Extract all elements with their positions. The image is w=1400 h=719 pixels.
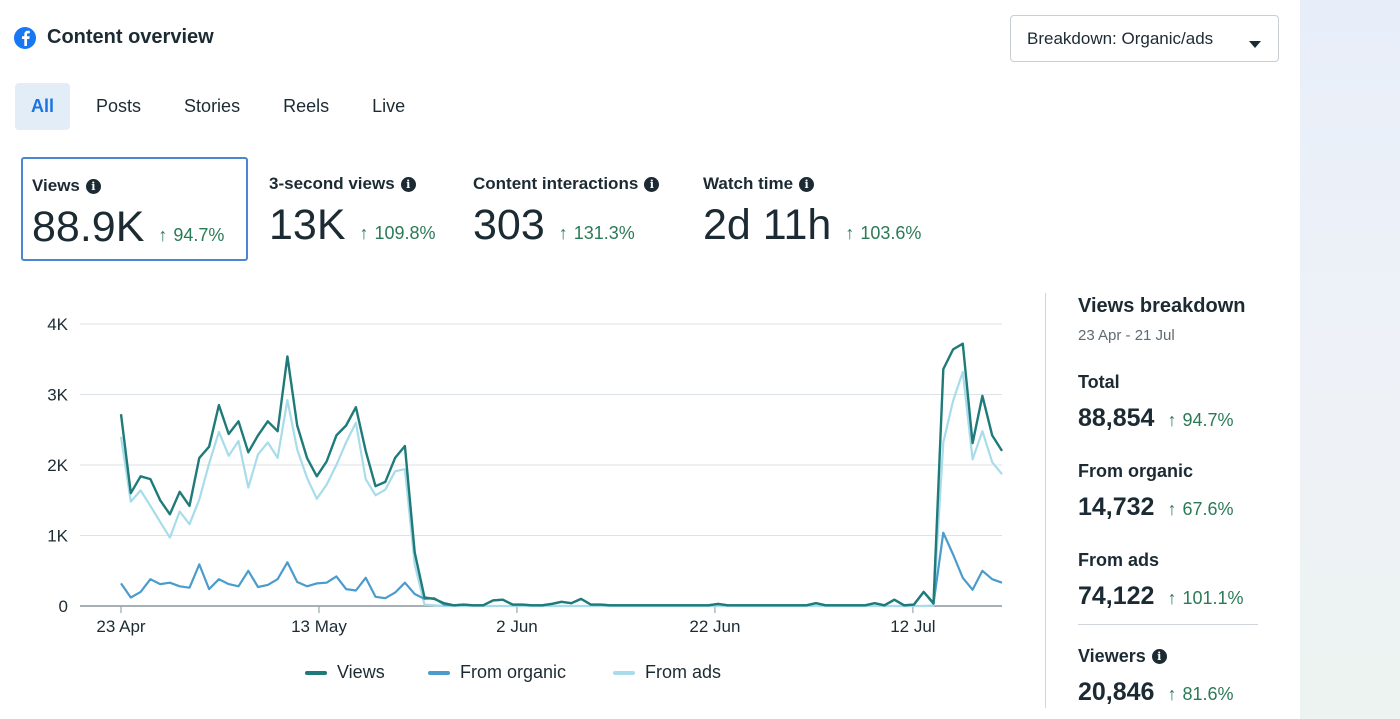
metric-change-value: 94.7% [173, 225, 225, 245]
breakdown-dropdown-label: Breakdown: Organic/ads [1027, 28, 1214, 48]
breakdown-dropdown[interactable]: Breakdown: Organic/ads [1010, 15, 1279, 62]
breakdown-change-value: 101.1% [1182, 588, 1244, 608]
metric-change-value: 131.3% [573, 223, 635, 243]
metric-change: ↑ 109.8% [360, 223, 436, 244]
arrow-up-icon: ↑ [359, 223, 369, 243]
x-tick-label: 23 Apr [96, 617, 145, 636]
y-tick-label: 2K [47, 456, 68, 475]
breakdown-label-total: Total [1078, 372, 1120, 392]
series-line-from-organic [120, 531, 1003, 607]
metric-label: Views [32, 176, 80, 195]
views-chart: 0 1K 2K 3K 4K 23 Apr 13 May 2 Jun 22 Jun 12 Jul [0, 290, 1030, 719]
tab-posts[interactable]: Posts [96, 96, 142, 116]
y-tick-label: 1K [47, 527, 68, 546]
legend-swatch [305, 670, 327, 675]
breakdown-value: 88,854 [1078, 404, 1155, 432]
tab-reels[interactable]: Reels [283, 96, 330, 116]
breakdown-label-text: Viewers [1078, 646, 1146, 666]
metric-value: 2d 11h [703, 201, 832, 249]
legend-label: From ads [645, 662, 722, 682]
arrow-up-icon: ↑ [558, 223, 568, 243]
breakdown-label-viewers: Viewers i [1078, 646, 1167, 667]
info-icon[interactable]: i [85, 178, 101, 194]
breakdown-change: ↑ 81.6% [1167, 684, 1233, 705]
breakdown-title: Views breakdown [1078, 295, 1246, 317]
x-tick-label: 2 Jun [496, 617, 538, 636]
x-tick-label: 13 May [291, 617, 347, 636]
info-icon[interactable]: i [400, 176, 416, 192]
facebook-logo-icon [14, 26, 36, 49]
metric-change: ↑ 131.3% [559, 223, 635, 244]
tab-live[interactable]: Live [372, 96, 406, 116]
arrow-up-icon: ↑ [1167, 410, 1177, 430]
metric-value: 88.9K [32, 203, 145, 251]
breakdown-value-viewers: 20,846 ↑ 81.6% [1078, 678, 1234, 707]
breakdown-value: 74,122 [1078, 582, 1155, 610]
arrow-up-icon: ↑ [845, 223, 855, 243]
breakdown-change: ↑ 67.6% [1167, 499, 1233, 520]
y-tick-label: 3K [47, 386, 68, 405]
series-line-from-ads [119, 370, 1003, 608]
breakdown-label-ads: From ads [1078, 550, 1160, 570]
legend-label: From organic [460, 662, 567, 682]
tab-stories[interactable]: Stories [184, 96, 241, 116]
legend-label: Views [337, 662, 385, 682]
breakdown-change: ↑ 101.1% [1167, 588, 1243, 609]
caret-down-icon [1248, 34, 1262, 54]
breakdown-divider [1078, 624, 1258, 625]
tab-all[interactable]: All [15, 83, 71, 130]
info-icon[interactable]: i [799, 176, 815, 192]
legend-item-views[interactable]: Views [305, 662, 385, 683]
series-line-views [119, 342, 1004, 607]
metric-label: Watch time [703, 174, 794, 193]
breakdown-change-value: 81.6% [1182, 684, 1234, 704]
legend-swatch [613, 670, 635, 675]
breakdown-label-organic: From organic [1078, 461, 1194, 481]
page-background-edge [1300, 0, 1400, 719]
views-chart-svg: 0 1K 2K 3K 4K 23 Apr 13 May 2 Jun 22 Jun 12 Jul [47, 315, 1004, 636]
panel-divider [1045, 293, 1046, 708]
metric-change: ↑ 94.7% [158, 225, 224, 246]
metric-change-value: 109.8% [374, 223, 436, 243]
breakdown-value-total: 88,854 ↑ 94.7% [1078, 404, 1234, 433]
breakdown-value: 14,732 [1078, 493, 1155, 521]
breakdown-date-range: 23 Apr - 21 Jul [1078, 327, 1175, 344]
metric-value: 13K [269, 201, 346, 249]
breakdown-value-organic: 14,732 ↑ 67.6% [1078, 493, 1234, 522]
metric-change: ↑ 103.6% [845, 223, 921, 244]
arrow-up-icon: ↑ [1167, 684, 1177, 704]
arrow-up-icon: ↑ [1167, 588, 1177, 608]
metric-label: 3-second views [269, 174, 395, 193]
breakdown-change-value: 67.6% [1182, 499, 1234, 519]
page-title: Content overview [47, 26, 214, 48]
arrow-up-icon: ↑ [158, 225, 168, 245]
metric-change-value: 103.6% [860, 223, 922, 243]
legend-item-from-ads[interactable]: From ads [613, 662, 721, 683]
info-icon[interactable]: i [644, 176, 660, 192]
breakdown-change-value: 94.7% [1182, 410, 1234, 430]
metric-label: Content interactions [473, 174, 639, 193]
breakdown-value-ads: 74,122 ↑ 101.1% [1078, 582, 1244, 611]
legend-swatch [428, 670, 450, 675]
legend-item-from-organic[interactable]: From organic [428, 662, 566, 683]
x-tick-label: 22 Jun [689, 617, 740, 636]
x-tick-label: 12 Jul [890, 617, 935, 636]
metric-card-3-second-views[interactable]: 3-second views i 13K ↑ 109.8% [269, 157, 459, 261]
breakdown-value: 20,846 [1078, 678, 1155, 706]
info-icon[interactable]: i [1151, 649, 1167, 664]
metric-card-watch-time[interactable]: Watch time i 2d 11h ↑ 103.6% [703, 157, 933, 261]
breakdown-change: ↑ 94.7% [1167, 410, 1233, 431]
metric-card-content-interactions[interactable]: Content interactions i 303 ↑ 131.3% [473, 157, 683, 261]
arrow-up-icon: ↑ [1167, 499, 1177, 519]
metric-value: 303 [473, 201, 545, 249]
metric-card-views[interactable]: Views i 88.9K ↑ 94.7% [21, 157, 248, 261]
y-tick-label: 0 [59, 597, 68, 616]
page-header: Content overview [14, 26, 214, 49]
content-type-tabs: All Posts Stories Reels Live [15, 83, 431, 130]
y-tick-label: 4K [47, 315, 68, 334]
